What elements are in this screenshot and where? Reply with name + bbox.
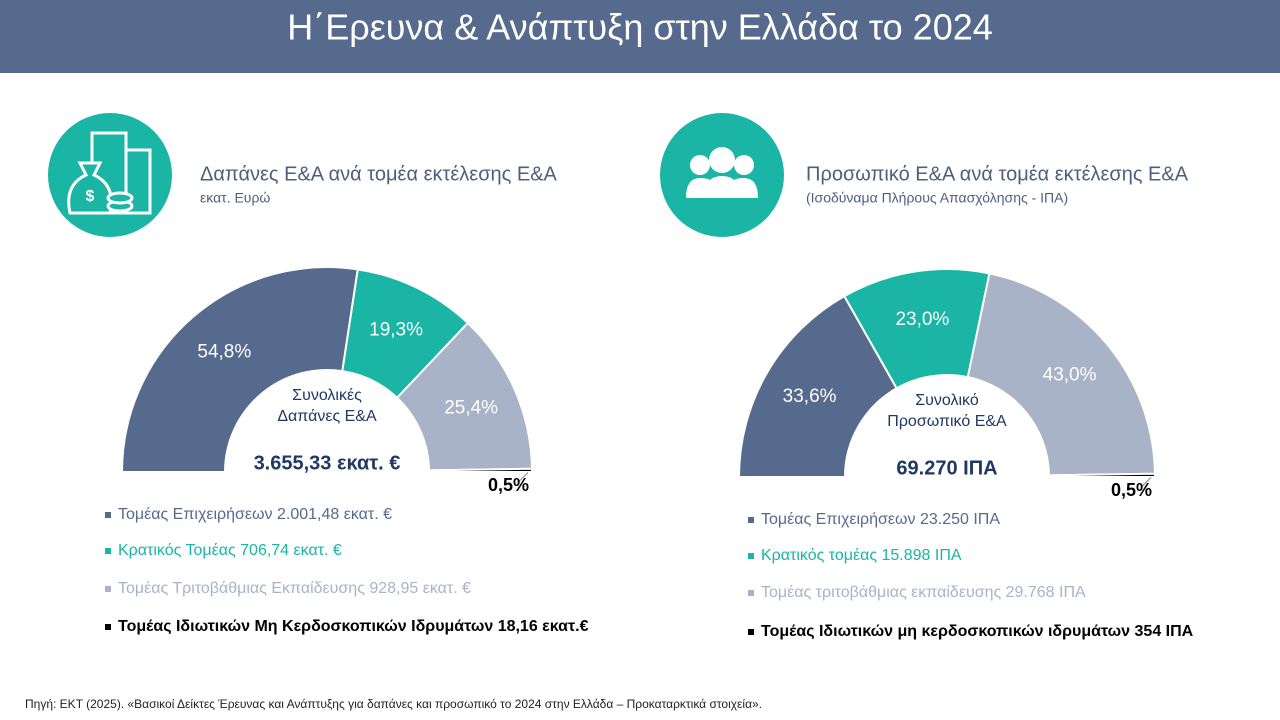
value-label: 23,0% <box>895 309 949 330</box>
legend-label: Τομέας Επιχειρήσεων 23.250 ΙΠΑ <box>761 511 1000 528</box>
center-label: Δαπάνες Ε&Α <box>277 408 377 425</box>
pie-slice <box>120 266 359 473</box>
value-label: 0,5% <box>488 475 529 495</box>
pie-slice <box>427 467 534 473</box>
value-label: 33,6% <box>783 386 837 407</box>
value-label: 0,5% <box>1111 480 1152 500</box>
legend-swatch <box>748 590 754 596</box>
value-label: 54,8% <box>197 342 251 363</box>
chart-title: Προσωπικό Ε&Α ανά τομέα εκτέλεσης Ε&Α <box>806 163 1189 185</box>
legend-swatch <box>105 624 111 630</box>
header-bar <box>0 0 1280 73</box>
chart-subtitle: εκατ. Ευρώ <box>200 190 270 206</box>
legend-swatch <box>748 629 754 635</box>
pie-slice <box>1047 472 1157 478</box>
legend-label: Τομέας Ιδιωτικών Μη Κερδοσκοπικών Ιδρυμά… <box>118 618 589 635</box>
legend-label: Τομέας τριτοβάθμιας εκπαίδευσης 29.768 Ι… <box>761 584 1086 601</box>
svg-text:$: $ <box>86 188 95 205</box>
center-label: Προσωπικό Ε&Α <box>887 413 1007 430</box>
value-label: 25,4% <box>444 398 498 419</box>
legend-swatch <box>105 586 111 592</box>
page-title: Η΄Ερευνα & Ανάπτυξη στην Ελλάδα το 2024 <box>287 7 993 48</box>
legend-label: Τομέας Τριτοβάθμιας Εκπαίδευσης 928,95 ε… <box>118 580 471 597</box>
pie-slice <box>737 294 899 478</box>
center-value: 3.655,33 εκατ. € <box>254 452 401 474</box>
legend-swatch <box>105 512 111 518</box>
legend-label: Τομέας Ιδιωτικών μη κερδοσκοπικών ιδρυμά… <box>761 623 1194 640</box>
value-label: 43,0% <box>1043 365 1097 386</box>
center-label: Συνολικές <box>292 387 362 404</box>
legend-label: Κρατικός τομέας 15.898 ΙΠΑ <box>761 547 962 564</box>
people-icon <box>660 113 784 237</box>
legend-swatch <box>105 548 111 554</box>
pie-slice <box>966 272 1156 477</box>
leader-line <box>1140 477 1152 488</box>
legend-swatch <box>748 553 754 559</box>
center-value: 69.270 ΙΠΑ <box>896 457 997 479</box>
legend-label: Κρατικός Τομέας 706,74 εκατ. € <box>118 542 342 559</box>
legend-swatch <box>748 517 754 523</box>
chart-subtitle: (Ισοδύναμα Πλήρους Απασχόλησης - ΙΠΑ) <box>806 190 1068 206</box>
value-label: 19,3% <box>369 319 423 340</box>
leader-line <box>517 472 529 483</box>
chart-title: Δαπάνες Ε&Α ανά τομέα εκτέλεσης Ε&Α <box>200 163 558 185</box>
legend-label: Τομέας Επιχειρήσεων 2.001,48 εκατ. € <box>118 506 392 523</box>
source-note: Πηγή: ΕΚΤ (2025). «Βασικοί Δείκτες Έρευν… <box>25 697 762 711</box>
center-label: Συνολικό <box>915 392 979 409</box>
money-icon: $ <box>48 113 172 237</box>
